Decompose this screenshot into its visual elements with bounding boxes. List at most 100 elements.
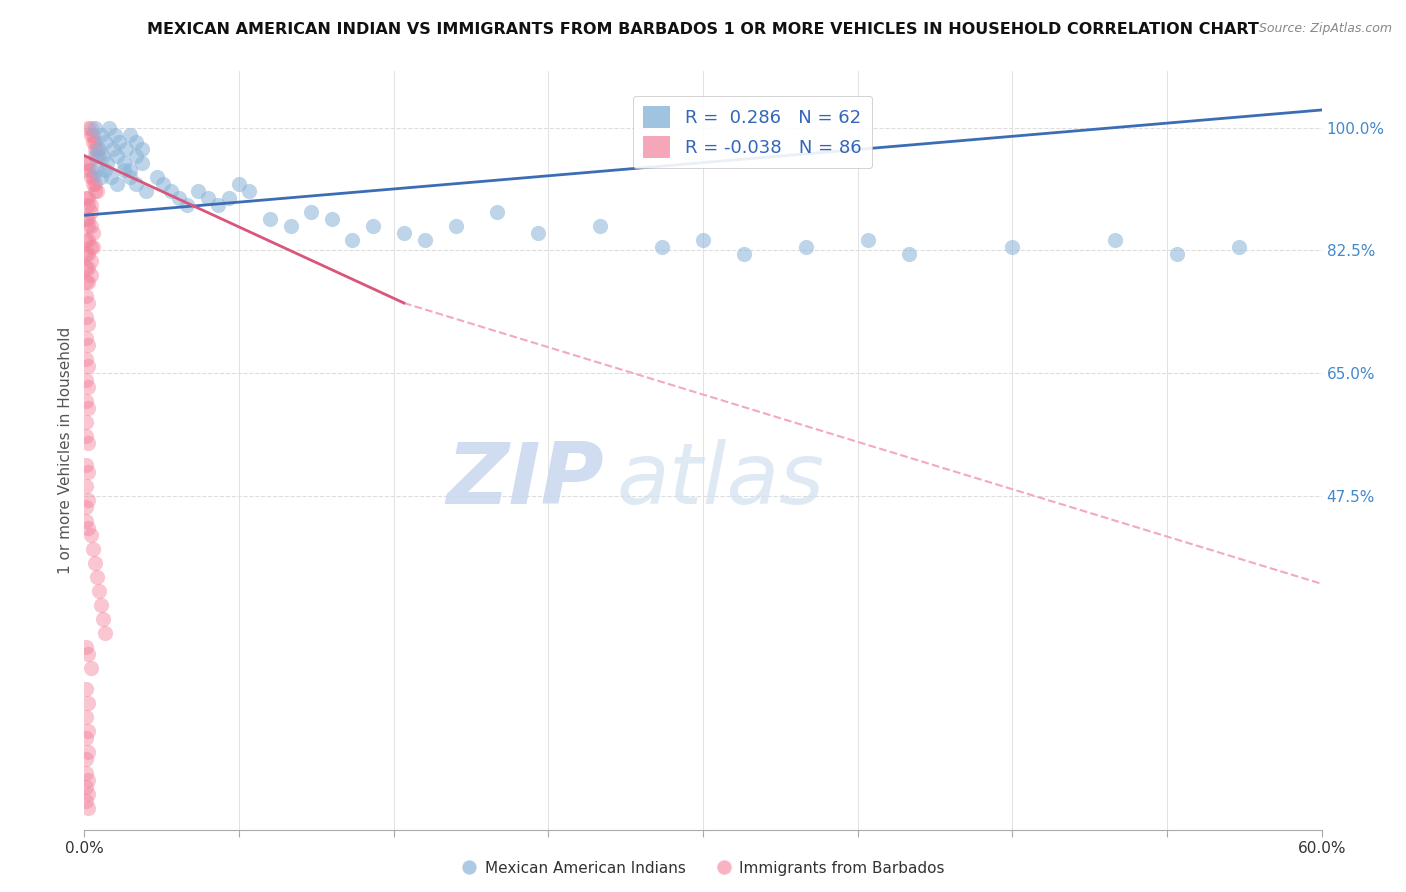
Point	[79, 120, 101, 135]
Point	[160, 184, 183, 198]
Point	[90, 169, 112, 184]
Point	[75, 155, 97, 169]
Point	[1227, 240, 1250, 254]
Point	[83, 142, 105, 156]
Point	[361, 219, 384, 233]
Point	[77, 724, 100, 739]
Point	[90, 128, 112, 142]
Point	[167, 191, 190, 205]
Point	[105, 177, 128, 191]
Point	[87, 142, 110, 156]
Point	[82, 135, 104, 149]
Point	[187, 184, 209, 198]
Point	[280, 219, 302, 233]
Point	[79, 219, 101, 233]
Point	[83, 120, 105, 135]
Point	[197, 191, 219, 205]
Legend: R =  0.286   N = 62, R = -0.038   N = 86: R = 0.286 N = 62, R = -0.038 N = 86	[633, 95, 872, 169]
Point	[77, 211, 100, 226]
Point	[131, 155, 153, 169]
Point	[82, 541, 104, 556]
Point	[114, 142, 136, 156]
Point	[75, 191, 97, 205]
Point	[651, 240, 673, 254]
Point	[77, 788, 100, 802]
Y-axis label: 1 or more Vehicles in Household: 1 or more Vehicles in Household	[58, 326, 73, 574]
Point	[444, 219, 467, 233]
Point	[86, 148, 108, 162]
Point	[77, 191, 100, 205]
Point	[112, 162, 135, 177]
Point	[94, 626, 117, 640]
Point	[75, 233, 97, 247]
Point	[104, 128, 127, 142]
Point	[125, 148, 148, 162]
Point	[77, 801, 100, 815]
Point	[83, 184, 105, 198]
Point	[77, 260, 100, 275]
Point	[77, 380, 100, 394]
Point	[75, 766, 97, 780]
Point	[75, 331, 97, 345]
Point	[100, 169, 122, 184]
Point	[75, 640, 97, 654]
Point	[103, 142, 125, 156]
Point	[75, 500, 97, 514]
Text: ZIP: ZIP	[446, 439, 605, 523]
Point	[77, 745, 100, 759]
Point	[75, 752, 97, 766]
Point	[125, 135, 148, 149]
Point	[152, 177, 174, 191]
Point	[77, 120, 100, 135]
Point	[218, 191, 240, 205]
Point	[75, 514, 97, 528]
Point	[79, 527, 101, 541]
Point	[75, 478, 97, 492]
Point	[75, 310, 97, 324]
Point	[75, 682, 97, 697]
Point	[118, 169, 141, 184]
Point	[1166, 247, 1188, 261]
Text: Source: ZipAtlas.com: Source: ZipAtlas.com	[1258, 22, 1392, 36]
Point	[108, 135, 131, 149]
Point	[207, 198, 229, 212]
Point	[259, 211, 281, 226]
Point	[75, 275, 97, 289]
Point	[96, 155, 118, 169]
Point	[77, 155, 100, 169]
Point	[176, 198, 198, 212]
Point	[1001, 240, 1024, 254]
Point	[77, 436, 100, 450]
Point	[75, 731, 97, 746]
Point	[733, 247, 755, 261]
Text: atlas: atlas	[616, 439, 824, 523]
Point	[77, 219, 100, 233]
Point	[77, 359, 100, 374]
Point	[898, 247, 921, 261]
Point	[82, 169, 104, 184]
Point	[75, 373, 97, 387]
Point	[342, 233, 364, 247]
Point	[413, 233, 436, 247]
Point	[131, 142, 153, 156]
Point	[77, 198, 100, 212]
Point	[75, 429, 97, 443]
Point	[83, 177, 105, 191]
Point	[1104, 233, 1126, 247]
Point	[75, 780, 97, 795]
Point	[77, 696, 100, 710]
Legend: Mexican American Indians, Immigrants from Barbados: Mexican American Indians, Immigrants fro…	[456, 855, 950, 882]
Point	[77, 465, 100, 479]
Point	[86, 184, 108, 198]
Point	[75, 795, 97, 809]
Point	[75, 247, 97, 261]
Point	[75, 710, 97, 724]
Point	[94, 162, 117, 177]
Point	[79, 268, 101, 282]
Point	[83, 135, 105, 149]
Point	[86, 162, 108, 177]
Point	[91, 148, 114, 162]
Point	[77, 338, 100, 352]
Point	[75, 260, 97, 275]
Point	[87, 148, 110, 162]
